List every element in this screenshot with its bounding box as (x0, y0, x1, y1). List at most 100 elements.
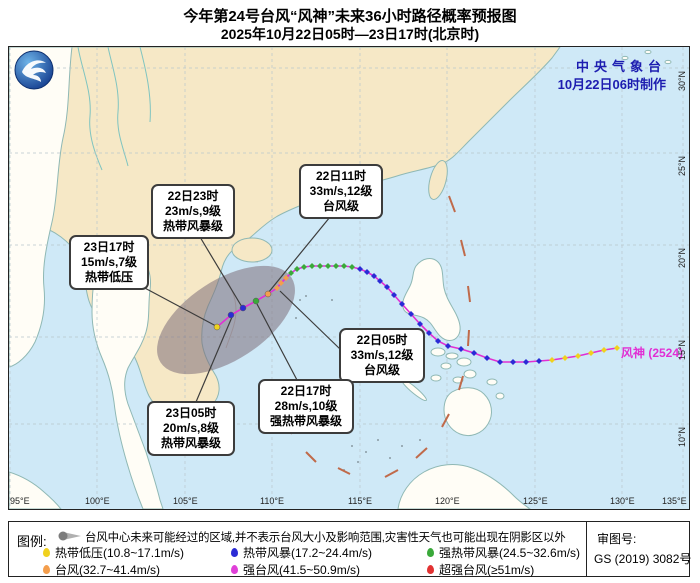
leader-line-23d17h (140, 285, 217, 327)
leader-line-23d05h (195, 316, 233, 403)
track-point-forecast (239, 304, 247, 312)
legend-item-label: 强热带风暴(24.5~32.6m/s) (439, 545, 581, 560)
cone-description: 台风中心未来可能经过的区域,并不表示台风大小及影响范围,灾害性天气也可能出现在阴… (85, 532, 566, 544)
review-label: 审图号: (597, 532, 637, 546)
legend-items: 热带低压(10.8~17.1m/s) 热带风暴(17.2~24.4m/s) 强热带风… (43, 545, 607, 577)
callout-wind: 33m/s,12级 (350, 348, 414, 362)
track-point-history (510, 359, 516, 365)
track-point-history (484, 355, 490, 361)
callout-23d05h: 23日05时 20m/s,8级 热带风暴级 (147, 401, 235, 456)
track-point-history (435, 338, 441, 344)
track-point-history (426, 330, 432, 336)
issue-time: 10月22日06时制作 (557, 77, 666, 92)
track-point-history (333, 263, 339, 269)
callout-time: 23日17时 (83, 240, 135, 254)
callout-22d05h: 22日05时 33m/s,12级 台风级 (339, 328, 425, 383)
island-taiwan (428, 160, 448, 200)
callout-cat: 强热带风暴级 (269, 414, 342, 428)
track-point-history (417, 321, 423, 327)
track-point-history (371, 273, 377, 279)
legend-panel: 图例: 台风中心未来可能经过的区域,并不表示台风大小及影响范围,灾害性天气也可能… (8, 521, 692, 577)
track-point-history (614, 345, 620, 351)
page-title: 今年第24号台风“风神”未来36小时路径概率预报图 (183, 8, 517, 25)
island-speck (456, 357, 472, 367)
land-west (9, 47, 73, 368)
callout-wind: 20m/s,8级 (162, 421, 220, 435)
river (139, 47, 151, 123)
island-speck (621, 55, 629, 61)
track-point-history (471, 350, 477, 356)
legend-item-label: 热带风暴(17.2~24.4m/s) (243, 545, 373, 560)
cma-logo-icon (14, 50, 54, 90)
land-indochina-west (91, 247, 164, 509)
lon-label: 105°E (173, 496, 198, 506)
river (107, 47, 129, 167)
island-speck (445, 352, 459, 360)
track-point-history (497, 359, 503, 365)
island-speck (664, 59, 672, 65)
callout-23d17h: 23日17时 15m/s,7级 热带低压 (69, 235, 149, 290)
leader-line-22d17h (256, 303, 298, 381)
lat-label: 10°N (677, 426, 688, 448)
island-speck (644, 49, 652, 55)
lon-label: 130°E (610, 496, 635, 506)
leader-line-22d11h (267, 216, 331, 294)
lon-label: 95°E (10, 496, 30, 506)
track-point-history (377, 278, 383, 284)
leader-line-22d05h (279, 290, 342, 351)
legend-item: 台风(32.7~41.4m/s) (43, 562, 231, 577)
reef-speck (401, 445, 403, 447)
legend-title: 图例: (17, 534, 47, 549)
legend-marker-ts-icon (231, 547, 238, 557)
land-sumatra-tip (9, 471, 62, 509)
track-point-history (562, 355, 568, 361)
dash-line-segment (305, 451, 317, 463)
callout-time: 22日11时 (315, 169, 367, 183)
legend-item: 热带风暴(17.2~24.4m/s) (231, 545, 427, 560)
lon-label: 135°E (662, 496, 687, 506)
legend-item: 超强台风(≥51m/s) (427, 562, 607, 577)
reef-speck (419, 439, 421, 441)
dash-line-segment (458, 375, 464, 391)
track-point-forecast (252, 297, 260, 305)
dash-line-segment (384, 469, 399, 478)
track-point-forecast (227, 311, 235, 319)
island-mindanao (443, 387, 492, 437)
callout-cat: 热带风暴级 (162, 219, 223, 233)
lat-label: 30°N (677, 70, 688, 92)
track-point-history (294, 266, 300, 272)
callout-cat: 台风级 (322, 199, 359, 213)
callout-wind: 23m/s,9级 (164, 204, 222, 218)
map-review-number: 审图号: GS (2019) 3082号 (586, 522, 692, 576)
dash-line-segment (441, 413, 450, 428)
island-borneo (397, 464, 531, 509)
track-point-history (391, 292, 397, 298)
lon-label: 125°E (523, 496, 548, 506)
lat-label: 20°N (677, 247, 688, 269)
callout-cat: 台风级 (363, 363, 400, 377)
dash-line-segment (460, 239, 466, 257)
island-speck (430, 347, 446, 357)
callout-time: 22日05时 (356, 333, 408, 347)
review-value: GS (2019) 3082号 (594, 552, 692, 566)
track-point-history (536, 358, 542, 364)
legend-item: 热带低压(10.8~17.1m/s) (43, 545, 231, 560)
track-point-history (317, 263, 323, 269)
track-point-history (384, 284, 390, 290)
track-point-history (283, 275, 289, 281)
track-point-history (445, 343, 451, 349)
callout-time: 22日23时 (167, 189, 219, 203)
island-speck (440, 362, 452, 370)
dash-line-segment (415, 447, 428, 459)
track-point-history (309, 263, 315, 269)
track-point-history (364, 269, 370, 275)
dash-line-segment (337, 467, 351, 475)
callout-wind: 28m/s,10级 (274, 399, 338, 413)
lon-label: 110°E (260, 496, 284, 506)
track-point-history (408, 311, 414, 317)
legend-marker-sty-icon (231, 564, 238, 574)
callout-wind: 15m/s,7级 (80, 255, 138, 269)
reef-speck (295, 317, 297, 319)
issuer-agency: 中央气象台 (575, 59, 666, 74)
